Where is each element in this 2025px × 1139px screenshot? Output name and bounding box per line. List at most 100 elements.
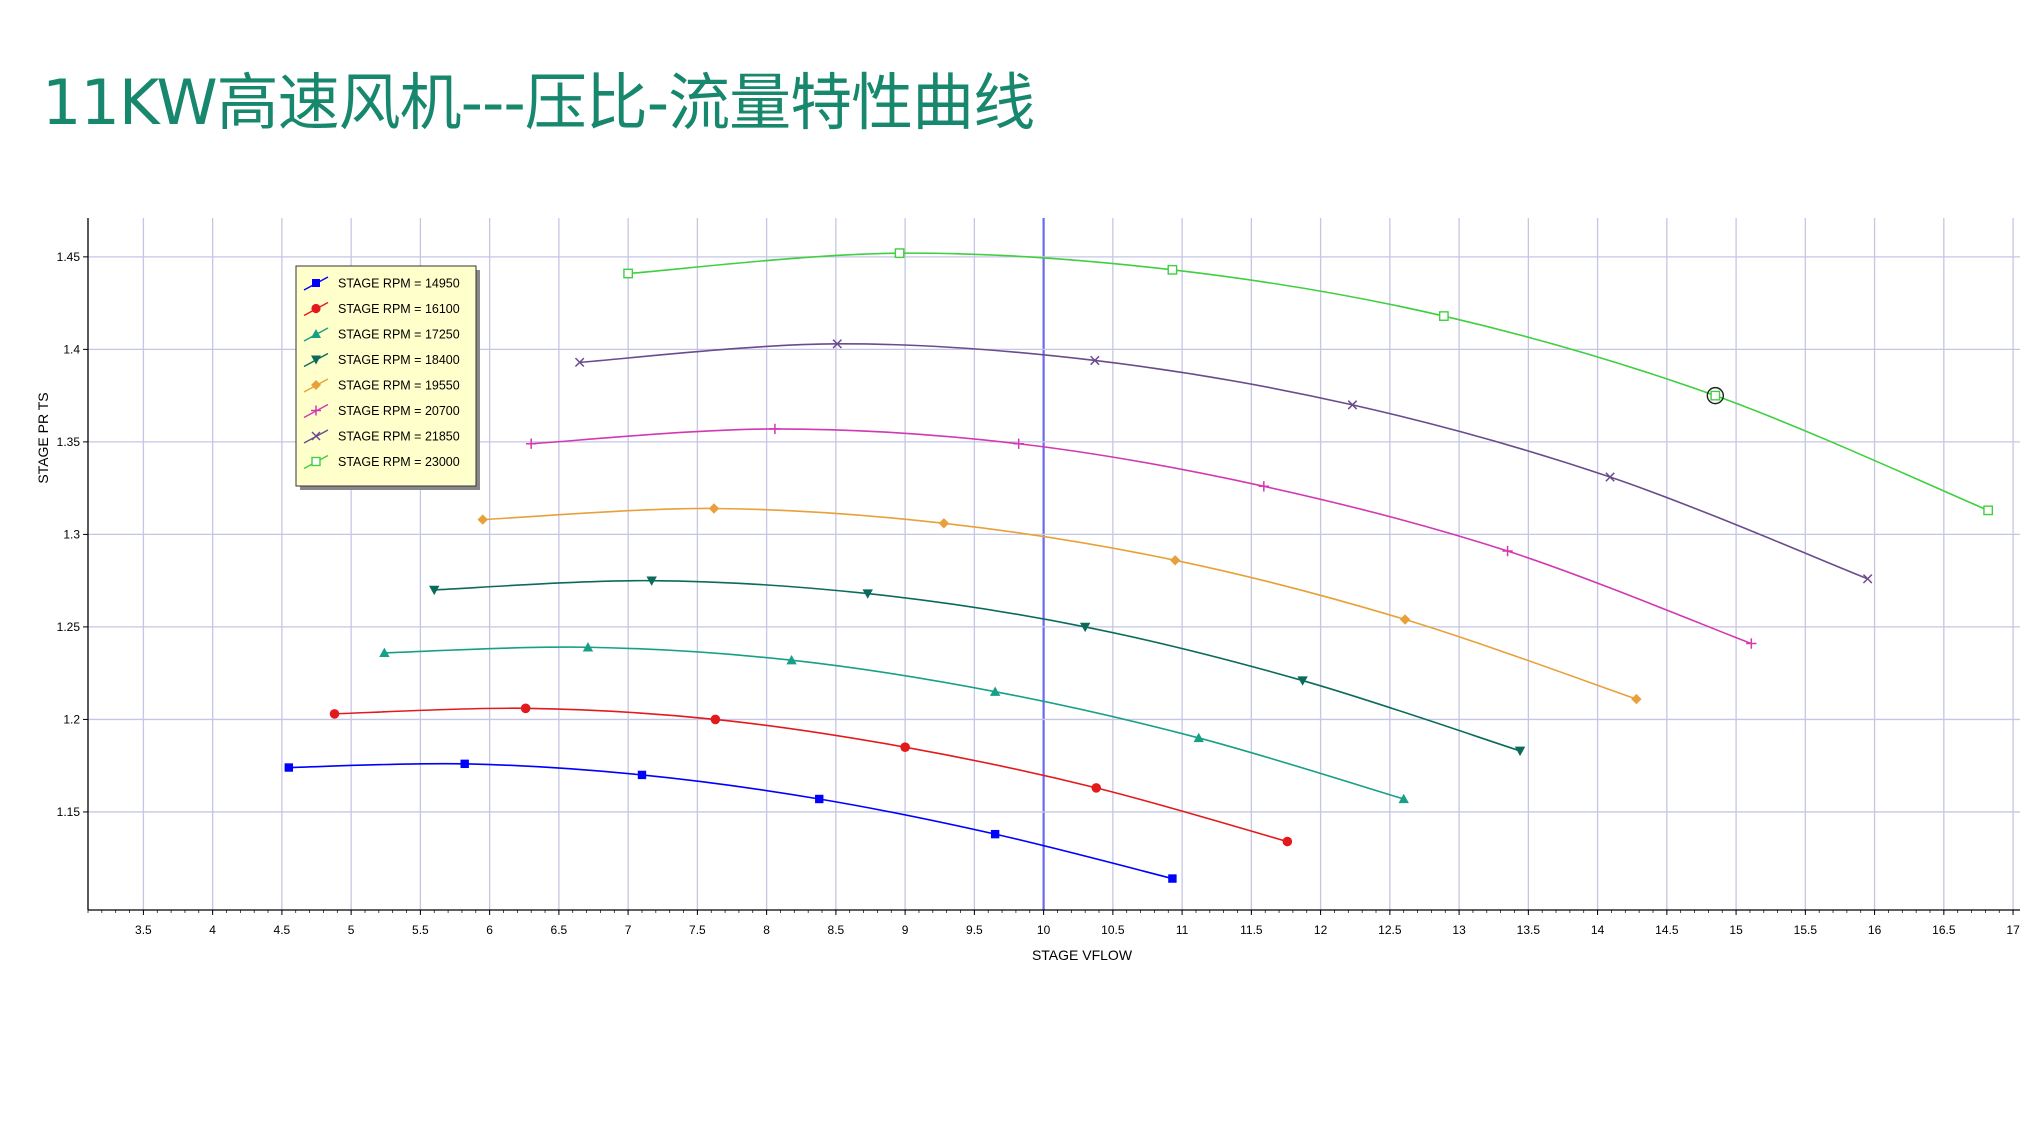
tick-labels: 3.5 4 4.5 5 5.5 6 6.5 7 7.5 8 8.5 9 9.5 10 10.5 11 11.5 1… [57, 250, 2020, 937]
data-series [284, 248, 1994, 883]
legend-label: STAGE RPM = 21850 [338, 430, 460, 444]
data-point [832, 339, 842, 349]
data-point [429, 585, 440, 596]
y-tick-label: 1.15 [57, 805, 81, 819]
x-tick-label: 4 [209, 923, 216, 937]
series-rpm-17250 [379, 642, 1409, 804]
legend-label: STAGE RPM = 16100 [338, 302, 460, 316]
y-tick-label: 1.4 [63, 342, 80, 356]
data-point [1710, 390, 1721, 401]
x-tick-label: 5 [348, 923, 355, 937]
data-point [646, 576, 657, 586]
x-tick-label: 16 [1868, 923, 1882, 937]
data-point [1258, 481, 1270, 492]
x-tick-label: 10.5 [1101, 923, 1125, 937]
data-point [769, 423, 781, 435]
x-tick-label: 6.5 [551, 923, 568, 937]
x-tick-label: 9.5 [966, 923, 983, 937]
data-point [1631, 693, 1642, 705]
x-tick-label: 12.5 [1378, 923, 1402, 937]
data-point [1502, 545, 1513, 557]
x-tick-label: 11.5 [1240, 923, 1263, 937]
series-rpm-20700 [525, 423, 1757, 649]
legend-label: STAGE RPM = 17250 [338, 328, 460, 342]
legend-swatch-marker [311, 329, 321, 338]
legend-item: STAGE RPM = 16100 [303, 301, 460, 317]
legend-item: STAGE RPM = 21850 [303, 429, 460, 444]
data-point [1438, 311, 1449, 321]
x-tick-label: 15 [1729, 923, 1743, 937]
data-point [1862, 574, 1873, 584]
data-point [900, 742, 910, 752]
data-point [574, 357, 585, 368]
series-line [579, 343, 1868, 580]
data-point [815, 794, 824, 804]
series-rpm-21850 [574, 339, 1873, 584]
x-tick-label: 3.5 [135, 923, 152, 937]
series-line [334, 707, 1288, 843]
data-point [525, 438, 537, 449]
legend-box [295, 265, 477, 487]
legend[interactable]: STAGE RPM = 14950 STAGE RPM = 16100 STAGE … [295, 265, 480, 490]
x-tick-label: 12 [1314, 923, 1328, 937]
data-point [710, 714, 721, 725]
data-point [894, 248, 905, 259]
legend-swatch-marker [311, 355, 321, 365]
series-line [482, 507, 1637, 700]
legend-swatch-marker [312, 279, 320, 287]
legend-swatch-marker [311, 303, 321, 314]
x-tick-label: 17 [2006, 923, 2020, 937]
legend-swatch-marker [311, 405, 321, 416]
data-point [1090, 355, 1100, 366]
data-point [329, 709, 340, 719]
legend-label: STAGE RPM = 20700 [338, 404, 460, 418]
data-point [989, 686, 1001, 696]
data-point [1193, 732, 1204, 743]
y-tick-label: 1.45 [57, 250, 81, 264]
data-point [708, 503, 720, 514]
x-tick-label: 8 [763, 923, 770, 937]
data-point [990, 829, 1000, 839]
x-tick-label: 14.5 [1655, 923, 1679, 937]
legend-swatch-marker [311, 380, 321, 390]
legend-item: STAGE RPM = 17250 [303, 327, 460, 342]
data-point [1746, 638, 1757, 649]
x-tick-label: 13.5 [1517, 923, 1541, 937]
data-point [1297, 676, 1308, 686]
data-point [1168, 874, 1177, 883]
series-line [384, 646, 1404, 800]
series-rpm-16100 [329, 703, 1293, 847]
x-tick-label: 7.5 [689, 923, 706, 937]
data-point [1399, 614, 1411, 625]
legend-swatch-marker [311, 456, 321, 467]
x-tick-label: 11 [1176, 923, 1189, 937]
data-point [637, 770, 647, 780]
grid-lines [88, 218, 2020, 910]
data-point [862, 589, 873, 599]
legend-item: STAGE RPM = 14950 [303, 276, 460, 291]
legend-item: STAGE RPM = 20700 [303, 403, 460, 419]
data-point [284, 763, 294, 772]
data-point [1347, 400, 1358, 410]
series-line [628, 252, 1989, 512]
data-point [1167, 264, 1178, 275]
selected-point-marker [1706, 386, 1725, 405]
axes [83, 218, 2020, 915]
legend-swatch-marker [311, 431, 321, 441]
legend-item: STAGE RPM = 19550 [303, 378, 460, 393]
x-tick-label: 13 [1452, 923, 1466, 937]
x-tick-label: 16.5 [1932, 923, 1956, 937]
y-tick-label: 1.2 [63, 712, 80, 726]
x-tick-label: 8.5 [828, 923, 845, 937]
data-point [1091, 783, 1102, 793]
data-point [1983, 505, 1994, 516]
x-tick-label: 5.5 [412, 923, 429, 937]
x-tick-label: 9 [902, 923, 909, 937]
data-point [1605, 472, 1615, 482]
x-axis-title: STAGE VFLOW [1032, 947, 1133, 963]
legend-label: STAGE RPM = 23000 [338, 455, 460, 469]
data-point [623, 268, 634, 279]
x-tick-label: 7 [625, 923, 632, 937]
y-tick-label: 1.25 [57, 620, 81, 634]
